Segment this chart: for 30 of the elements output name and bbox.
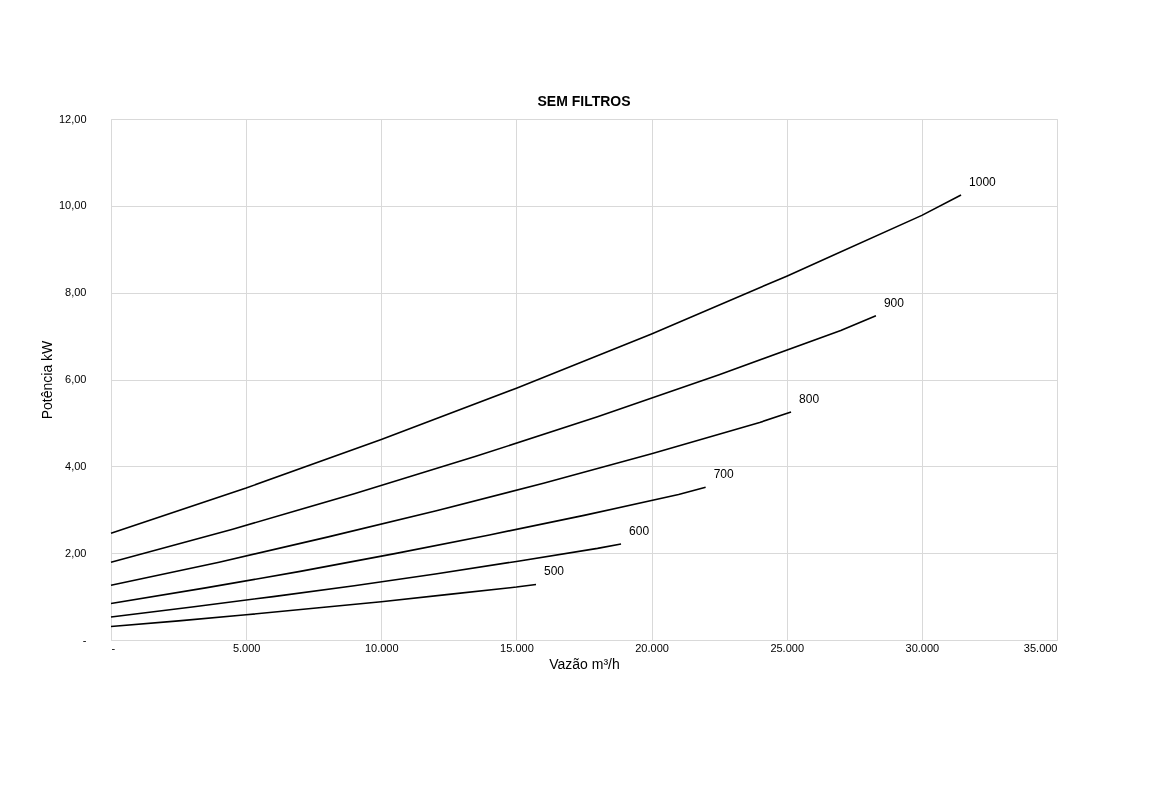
y-tick-label: 8,00 <box>65 286 87 299</box>
line-series <box>110 194 962 534</box>
x-tick-label: 20.000 <box>635 641 669 654</box>
line-series <box>110 583 537 628</box>
y-tick-label: - <box>82 633 87 646</box>
x-tick-label: 25.000 <box>770 641 805 654</box>
series-label: 600 <box>629 524 650 539</box>
series-label: 900 <box>883 295 905 310</box>
series-label: 800 <box>799 392 820 407</box>
y-tick-label: 2,00 <box>65 546 87 559</box>
series-label: 1000 <box>969 174 997 189</box>
y-tick-label: 6,00 <box>65 373 87 385</box>
series-label: 500 <box>544 564 565 579</box>
x-tick-label: 15.000 <box>500 641 534 654</box>
y-axis-title: Potência kW <box>38 339 55 420</box>
line-series <box>110 411 792 587</box>
chart-title: SEM FILTROS <box>537 93 631 109</box>
line-series <box>110 486 707 605</box>
x-tick-label: 5.000 <box>232 641 261 654</box>
line-series <box>110 543 622 618</box>
x-tick-label: 35.000 <box>1023 641 1058 654</box>
x-tick-label: 10.000 <box>364 641 399 654</box>
x-axis-title: Vazão m³/h <box>549 655 620 672</box>
series-label: 700 <box>713 467 734 482</box>
y-tick-label: 12,00 <box>58 112 87 125</box>
x-tick-label: 30.000 <box>905 641 940 654</box>
y-tick-label: 4,00 <box>65 459 87 472</box>
x-tick-label: - <box>111 641 116 654</box>
y-tick-label: 10,00 <box>58 199 87 212</box>
line-series <box>110 314 877 564</box>
